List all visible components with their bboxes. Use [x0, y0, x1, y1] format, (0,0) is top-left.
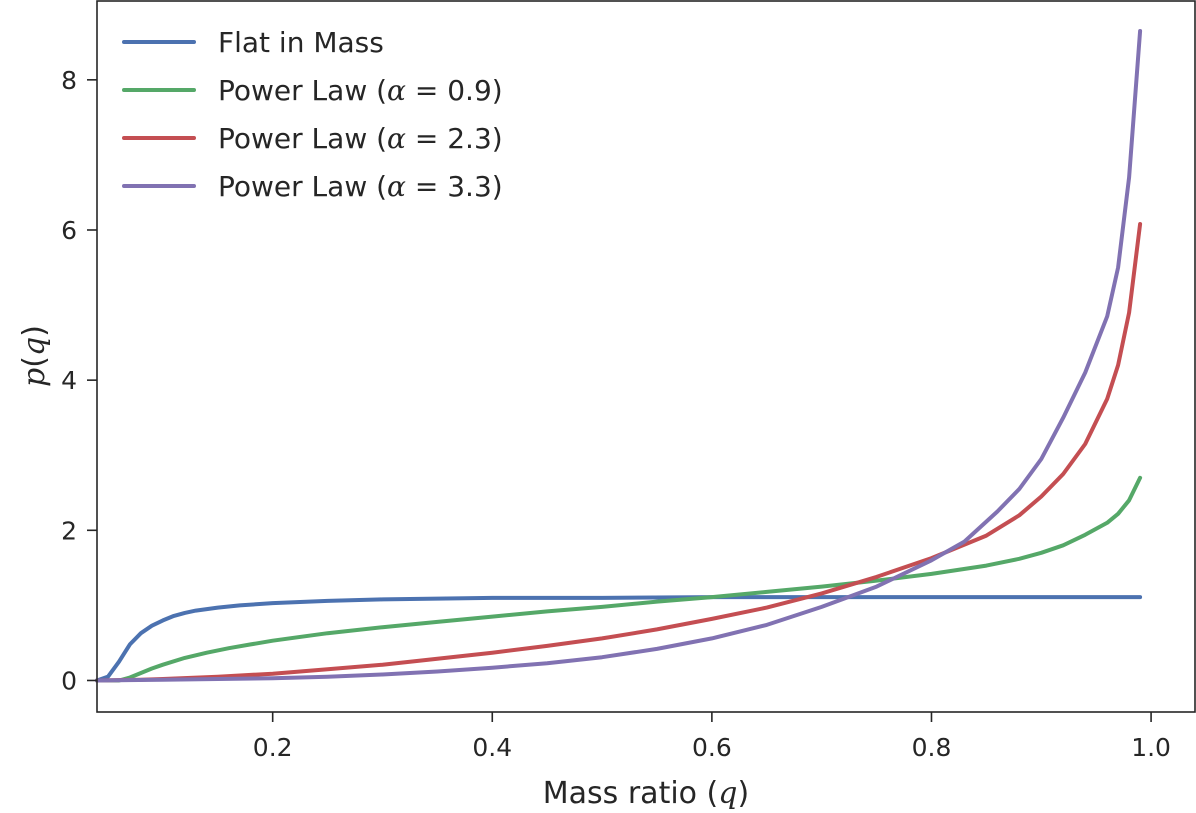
y-axis-label: p(q) — [17, 325, 52, 387]
y-tick-label: 0 — [61, 666, 77, 695]
x-tick-label: 0.8 — [912, 733, 952, 762]
plot-frame — [96, 0, 1196, 713]
x-tick-label: 0.4 — [472, 733, 512, 762]
y-tick-label: 8 — [61, 66, 77, 95]
series-layer — [95, 29, 1143, 683]
series-line-1 — [95, 595, 1143, 683]
series-line-3 — [95, 222, 1143, 683]
x-tick-label: 1.0 — [1131, 733, 1171, 762]
legend-label: Power Law (α = 0.9) — [218, 74, 503, 107]
legend-label: Power Law (α = 2.3) — [218, 122, 503, 155]
legend: Flat in Mass Power Law (α = 0.9) Power Law… — [122, 26, 503, 203]
x-axis-label: Mass ratio (q) — [543, 776, 749, 811]
legend-label: Power Law (α = 3.3) — [218, 170, 503, 203]
legend-entry: Power Law (α = 0.9) — [122, 74, 503, 107]
legend-label: Flat in Mass — [218, 26, 384, 59]
x-tick-label: 0.6 — [692, 733, 732, 762]
x-axis: 0.2 0.4 0.6 0.8 1.0 — [253, 712, 1171, 762]
y-tick-label: 4 — [61, 366, 77, 395]
legend-entry: Power Law (α = 2.3) — [122, 122, 503, 155]
legend-entry: Power Law (α = 3.3) — [122, 170, 503, 203]
series-line-2 — [95, 475, 1143, 683]
x-tick-label: 0.2 — [253, 733, 293, 762]
y-axis: 0 2 4 6 8 — [61, 66, 97, 695]
y-tick-label: 6 — [61, 216, 77, 245]
y-tick-label: 2 — [61, 516, 77, 545]
series-line-4 — [95, 29, 1143, 683]
plot-area — [95, 0, 1196, 713]
legend-entry: Flat in Mass — [122, 26, 384, 59]
